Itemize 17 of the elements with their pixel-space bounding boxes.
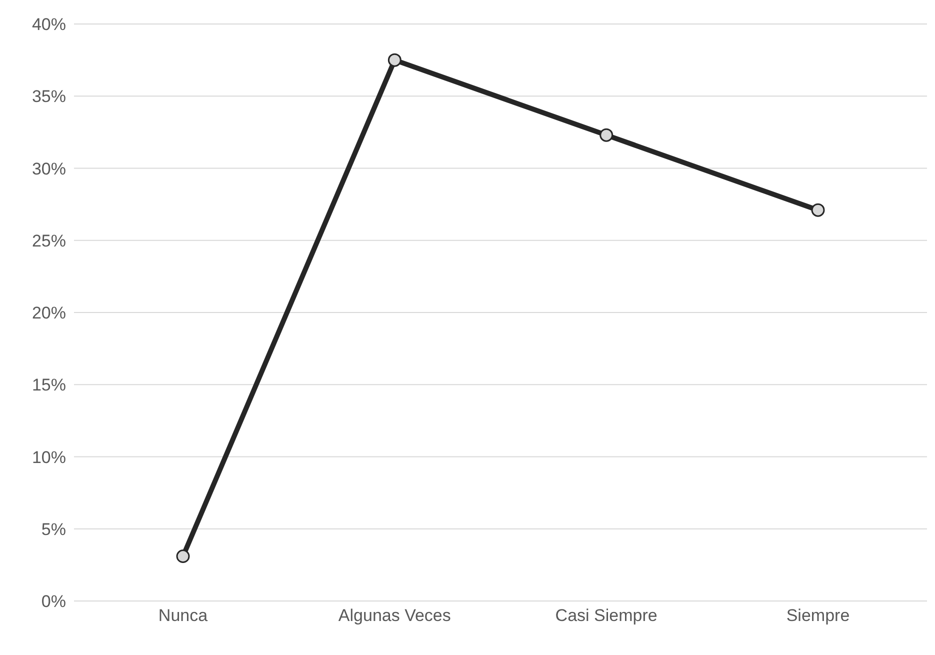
point (600, 128, 614, 142)
y-tick-label: 0% (41, 592, 66, 612)
x-tick-label: Siempre (786, 606, 850, 626)
y-tick-label: 20% (32, 304, 66, 323)
y-tick-label: 15% (32, 376, 66, 395)
y-tick-label: 40% (32, 15, 66, 34)
x-tick-label: Nunca (158, 606, 208, 626)
point (176, 550, 190, 564)
point (811, 203, 825, 217)
y-tick-label: 25% (32, 231, 66, 250)
point (388, 53, 402, 67)
y-tick-label: 30% (32, 159, 66, 178)
y-tick-label: 35% (32, 87, 66, 106)
y-tick-label: 10% (32, 448, 66, 467)
x-tick-label: Algunas Veces (338, 606, 451, 626)
y-tick-label: 5% (41, 520, 66, 539)
x-tick-label: Casi Siempre (555, 606, 658, 626)
